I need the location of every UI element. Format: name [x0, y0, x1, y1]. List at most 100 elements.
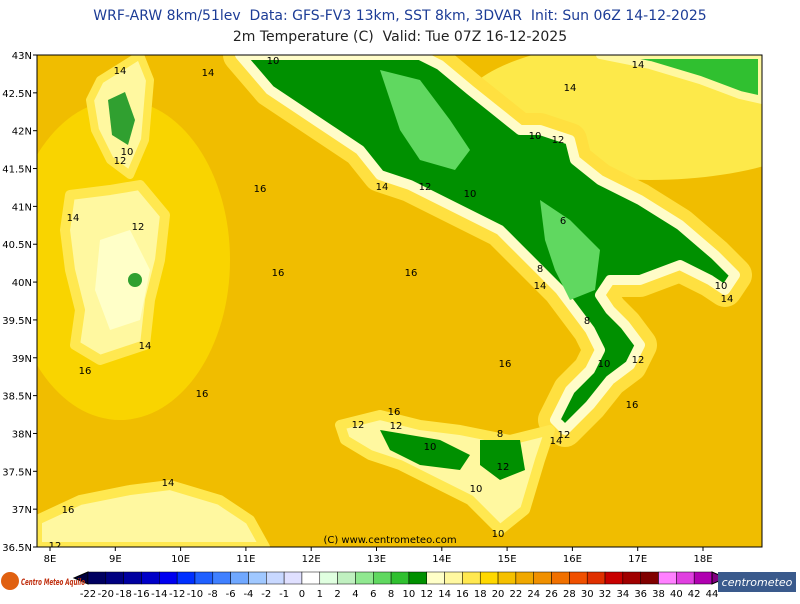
- contour-label: 14: [67, 213, 80, 224]
- contour-label: 14: [376, 182, 389, 193]
- colorbar-label: 42: [688, 589, 701, 600]
- contour-label: 12: [114, 156, 127, 167]
- contour-label: 16: [254, 184, 267, 195]
- colorbar-label: 36: [634, 589, 647, 600]
- colorbar-label: -10: [187, 589, 203, 600]
- colorbar-label: -6: [226, 589, 236, 600]
- colorbar-box: [693, 571, 713, 585]
- lon-label: 9E: [109, 554, 122, 565]
- colorbar-box: [212, 571, 231, 585]
- contour-label: 14: [564, 83, 577, 94]
- colorbar-box: [658, 571, 677, 585]
- contour-label: 10: [715, 281, 728, 292]
- contour-label: 16: [62, 505, 75, 516]
- colorbar-box: [194, 571, 214, 585]
- land: [37, 55, 762, 547]
- lat-label: 39N: [12, 354, 32, 365]
- colorbar-box: [390, 571, 410, 585]
- colorbar-box: [426, 571, 445, 585]
- colorbar-box: [301, 571, 321, 585]
- colorbar-label: 4: [352, 589, 358, 600]
- lat-label: 43N: [12, 51, 32, 62]
- colorbar-label: -8: [208, 589, 218, 600]
- colorbar-label: -4: [243, 589, 253, 600]
- lon-label: 10E: [171, 554, 190, 565]
- lat-label: 41N: [12, 202, 32, 213]
- colorbar-box: [551, 571, 570, 585]
- contour-label: 16: [196, 389, 209, 400]
- italy: [235, 55, 740, 435]
- colorbar-box: [248, 571, 267, 585]
- colorbar-box: [479, 571, 499, 585]
- colorbar-box: [105, 571, 124, 585]
- lon-label: 17E: [628, 554, 647, 565]
- colorbar-box: [586, 571, 606, 585]
- lon-label: 16E: [563, 554, 582, 565]
- sardinia-inland: [95, 230, 150, 330]
- contour-label: 16: [272, 268, 285, 279]
- header-subtitle: 2m Temperature (C) Valid: Tue 07Z 16-12-…: [233, 29, 567, 45]
- colorbar-label: 26: [545, 589, 558, 600]
- contour-label: 16: [626, 400, 639, 411]
- logo-right: centrometeo: [722, 576, 793, 589]
- colorbar-box: [266, 571, 285, 585]
- africa: [37, 480, 270, 547]
- lon-label: 12E: [302, 554, 321, 565]
- lat-label: 38N: [12, 429, 32, 440]
- axes: 43N 42.5N 42N 41.5N 41N 40.5N 40N 39.5N 39N 38.5N…: [2, 51, 712, 565]
- credit: (C) www.centrometeo.com: [323, 535, 456, 546]
- contour-label: 8: [537, 264, 543, 275]
- contour-label: 16: [499, 359, 512, 370]
- lat-label: 37N: [12, 505, 32, 516]
- lat-label: 37.5N: [2, 467, 32, 478]
- colorbar-label: 2: [334, 589, 340, 600]
- colorbar-label: 28: [563, 589, 576, 600]
- colorbar-label: -20: [98, 589, 114, 600]
- contour-label: 8: [497, 429, 503, 440]
- colorbar-box: [230, 571, 249, 585]
- plot-frame: [36, 54, 763, 548]
- lat-label: 39.5N: [2, 316, 32, 327]
- logo-left-icon: [1, 572, 19, 590]
- colorbar-box: [159, 571, 178, 585]
- colorbar-box: [141, 571, 160, 585]
- colorbar-label: 34: [616, 589, 629, 600]
- contour-label: 10: [529, 131, 542, 142]
- contour-label: 10: [424, 442, 437, 453]
- contour-label: 12: [558, 430, 571, 441]
- colorbar-label: 18: [474, 589, 487, 600]
- lat-label: 42.5N: [2, 89, 32, 100]
- contour-label: 12: [132, 222, 145, 233]
- contour-label: 14: [139, 341, 152, 352]
- contour-label: 10: [121, 147, 134, 158]
- colorbar-box: [676, 571, 695, 585]
- colorbar-box: [515, 571, 534, 585]
- colorbar-label: 22: [510, 589, 523, 600]
- colorbar-label: 10: [403, 589, 416, 600]
- lon-label: 14E: [432, 554, 451, 565]
- colorbar-label: 44: [706, 589, 719, 600]
- colorbar-box: [569, 571, 588, 585]
- colorbar-label: 6: [370, 589, 376, 600]
- colorbar-label: 24: [527, 589, 540, 600]
- colorbar-label: -16: [133, 589, 149, 600]
- contour-label: 14: [721, 294, 734, 305]
- contour-label: 10: [598, 359, 611, 370]
- contour-label: 12: [632, 355, 645, 366]
- colorbar-label: 20: [492, 589, 505, 600]
- lat-label: 42N: [12, 127, 32, 138]
- lon-label: 11E: [236, 554, 255, 565]
- contour-label: 14: [632, 60, 645, 71]
- contour-label: 12: [390, 421, 403, 432]
- contour-label: 10: [267, 56, 280, 67]
- colorbar-box: [622, 571, 641, 585]
- corsica-mountain: [108, 92, 135, 145]
- lat-label: 41.5N: [2, 165, 32, 176]
- colorbar-label: 38: [652, 589, 665, 600]
- contour-label: 10: [464, 189, 477, 200]
- header-title: WRF-ARW 8km/51lev Data: GFS-FV3 13km, SS…: [93, 8, 706, 24]
- colorbar-label: -18: [115, 589, 131, 600]
